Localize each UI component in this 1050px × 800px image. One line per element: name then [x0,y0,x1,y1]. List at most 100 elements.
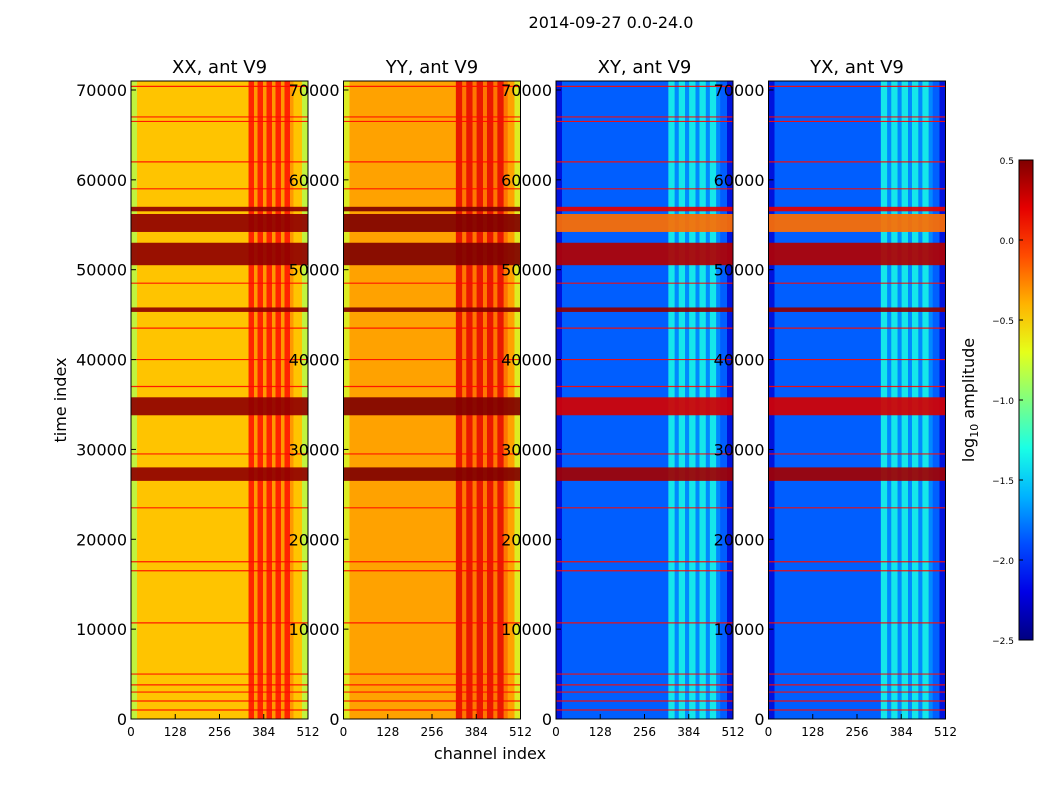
time-band [768,467,946,481]
y-tick-label: 40000 [289,351,340,370]
colorbar-label-prefix: log [959,438,978,462]
colorbar-tick-label: −0.5 [992,317,1014,327]
time-band [556,307,733,312]
y-tick-label: 70000 [76,81,127,100]
x-tick-label: 128 [376,725,399,739]
time-band [768,206,946,212]
x-tick-label: 384 [465,725,488,739]
y-tick-label: 70000 [714,81,765,100]
time-band [556,397,733,416]
y-tick-label: 0 [329,710,339,729]
x-tick-label: 256 [846,725,869,739]
y-tick-label: 70000 [501,81,552,100]
time-band [131,307,308,312]
y-axis-label: time index [51,357,70,442]
colorbar-label: log10 amplitude [959,338,981,462]
y-tick-label: 70000 [289,81,340,100]
time-band [343,467,521,481]
time-band [131,397,308,416]
time-band [131,206,308,212]
time-band [131,242,308,266]
y-tick-label: 30000 [76,440,127,459]
time-band [556,213,733,232]
time-band [131,467,308,481]
figure-suptitle: 2014-09-27 0.0-24.0 [529,13,694,32]
y-tick-label: 60000 [501,171,552,190]
time-band [768,307,946,312]
time-band [768,242,946,266]
x-tick-label: 384 [890,725,913,739]
panel-title: YX, ant V9 [809,57,904,78]
colorbar-tick-label: −1.5 [992,477,1014,487]
y-tick-label: 20000 [289,530,340,549]
y-tick-label: 60000 [76,171,127,190]
panel-4: YX, ant V9 0 128 256 384 512 0 10000 20000 30000 4… [714,57,957,739]
time-band [343,242,521,266]
time-band [131,213,308,232]
y-tick-label: 10000 [289,620,340,639]
y-tick-label: 60000 [289,171,340,190]
time-band [343,397,521,416]
heatmap-panels: XX, ant V9 0 128 256 384 512 0 10000 20000 30000 4… [76,57,957,739]
y-tick-label: 50000 [289,261,340,280]
x-tick-label: 512 [297,725,320,739]
time-band [343,206,521,212]
y-tick-label: 30000 [501,440,552,459]
y-tick-label: 10000 [76,620,127,639]
panel-2: YY, ant V9 0 128 256 384 512 0 10000 20000 30000 4… [289,57,532,739]
x-tick-label: 0 [765,725,773,739]
panel-title: XX, ant V9 [172,57,267,78]
x-tick-label: 512 [934,725,957,739]
time-band [768,213,946,232]
x-tick-label: 0 [127,725,135,739]
x-tick-label: 512 [509,725,532,739]
y-tick-label: 50000 [76,261,127,280]
y-tick-label: 20000 [76,530,127,549]
x-tick-label: 0 [340,725,348,739]
x-tick-label: 256 [421,725,444,739]
time-band [343,307,521,312]
y-tick-label: 40000 [501,351,552,370]
y-tick-label: 0 [117,710,127,729]
time-band [556,467,733,481]
x-tick-label: 256 [208,725,231,739]
time-band [556,242,733,266]
x-tick-label: 128 [801,725,824,739]
x-tick-label: 512 [722,725,745,739]
colorbar: 0.5 0.0 −0.5 −1.0 −1.5 −2.0 −2.5 [992,157,1034,647]
x-tick-label: 0 [552,725,560,739]
time-band [768,397,946,416]
colorbar-tick-label: 0.0 [1000,237,1015,247]
y-tick-label: 30000 [289,440,340,459]
colorbar-tick-label: −2.5 [992,637,1014,647]
y-tick-label: 20000 [501,530,552,549]
y-tick-label: 10000 [501,620,552,639]
y-tick-label: 50000 [501,261,552,280]
x-tick-label: 384 [252,725,275,739]
time-band [556,206,733,212]
panel-1: XX, ant V9 0 128 256 384 512 0 10000 20000 30000 4… [76,57,319,739]
y-tick-label: 30000 [714,440,765,459]
x-tick-label: 128 [164,725,187,739]
x-tick-label: 256 [633,725,656,739]
colorbar-label-suffix: amplitude [959,338,978,424]
panel-title: YY, ant V9 [385,57,478,78]
panel-3: XY, ant V9 0 128 256 384 512 0 10000 20000 30000 4… [501,57,744,739]
colorbar-tick-label: 0.5 [1000,157,1014,167]
x-axis-label: channel index [434,744,546,763]
y-tick-label: 60000 [714,171,765,190]
x-tick-label: 384 [677,725,700,739]
time-band [343,213,521,232]
x-tick-label: 128 [589,725,612,739]
y-tick-label: 40000 [76,351,127,370]
y-tick-label: 0 [542,710,552,729]
y-tick-label: 0 [754,710,764,729]
y-tick-label: 40000 [714,351,765,370]
colorbar-label-subscript: 10 [968,424,981,438]
y-tick-label: 20000 [714,530,765,549]
colorbar-tick-label: −1.0 [992,397,1014,407]
panel-title: XY, ant V9 [598,57,692,78]
y-tick-label: 10000 [714,620,765,639]
y-tick-label: 50000 [714,261,765,280]
